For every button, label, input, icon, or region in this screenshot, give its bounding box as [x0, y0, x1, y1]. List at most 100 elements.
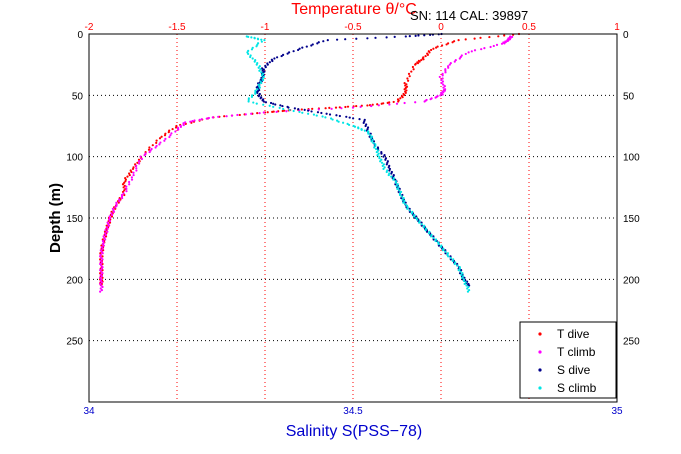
data-point: [330, 117, 333, 120]
temperature-tick-label: -1: [261, 22, 270, 33]
data-point: [382, 155, 385, 158]
data-point: [275, 110, 278, 113]
data-point: [315, 114, 318, 117]
data-point: [99, 276, 102, 279]
data-point: [128, 173, 131, 177]
data-point: [441, 80, 445, 83]
data-point: [179, 124, 182, 128]
data-point: [99, 253, 102, 256]
data-point: [255, 86, 258, 89]
data-point: [138, 162, 141, 165]
data-point: [346, 122, 349, 125]
data-point: [454, 261, 457, 264]
data-point: [402, 196, 405, 200]
data-point: [359, 105, 362, 108]
data-point: [130, 170, 133, 174]
data-point: [99, 290, 102, 293]
data-point: [464, 52, 467, 56]
depth-tick-label-right: 250: [623, 337, 640, 348]
data-point: [342, 121, 345, 124]
data-point: [366, 104, 369, 107]
data-point: [258, 65, 261, 68]
data-point: [171, 127, 174, 131]
data-point: [466, 287, 469, 290]
depth-tick-label-left: 50: [72, 91, 84, 102]
data-point: [317, 108, 320, 111]
data-point: [408, 209, 411, 212]
data-point: [280, 54, 283, 58]
data-point: [297, 108, 300, 111]
depth-tick-label-right: 100: [623, 153, 640, 164]
data-point: [424, 54, 427, 58]
depth-tick-label-left: 250: [66, 337, 83, 348]
data-point: [131, 167, 135, 171]
data-point: [393, 35, 396, 39]
data-point: [383, 154, 386, 157]
data-point: [101, 285, 104, 289]
temperature-tick-label: 1: [614, 22, 620, 33]
data-point: [223, 115, 226, 118]
data-point: [405, 204, 409, 207]
data-point: [247, 97, 250, 100]
data-point: [279, 104, 282, 107]
depth-tick-label-left: 150: [66, 214, 83, 225]
data-point: [100, 270, 103, 273]
data-point: [182, 122, 185, 125]
data-point: [442, 83, 445, 86]
data-point: [100, 275, 104, 278]
data-point: [251, 57, 254, 60]
data-point: [259, 80, 262, 83]
data-point: [417, 34, 420, 37]
data-point: [430, 97, 433, 100]
depth-tick-label-right: 200: [623, 275, 640, 286]
data-point: [160, 135, 163, 138]
data-point: [404, 203, 407, 206]
data-point: [262, 103, 265, 106]
data-point: [155, 139, 158, 142]
data-point: [444, 250, 447, 253]
data-point: [122, 192, 125, 195]
data-point: [110, 215, 114, 218]
data-point: [159, 141, 162, 144]
data-point: [440, 244, 443, 247]
data-point: [369, 134, 372, 137]
data-point: [273, 57, 276, 60]
data-point: [261, 77, 264, 80]
data-point: [100, 284, 103, 287]
data-point: [122, 186, 125, 189]
data-point: [260, 71, 263, 74]
data-point: [423, 224, 426, 227]
data-point: [373, 146, 376, 149]
data-point: [376, 103, 379, 106]
data-point: [101, 258, 104, 261]
data-point: [418, 219, 421, 223]
data-point: [382, 163, 385, 166]
data-point: [358, 118, 361, 121]
data-point: [396, 183, 399, 186]
data-point: [440, 91, 443, 95]
data-point: [509, 35, 512, 38]
data-point: [399, 97, 402, 100]
data-point: [473, 37, 476, 40]
data-point: [307, 109, 310, 112]
data-point: [285, 110, 288, 113]
data-point: [467, 285, 470, 289]
data-point: [380, 152, 383, 155]
data-point: [322, 40, 325, 43]
series-s-climb: [245, 35, 471, 293]
temperature-axis-label: Temperature θ/°C: [291, 1, 417, 18]
data-point: [404, 84, 407, 87]
data-point: [174, 126, 178, 129]
data-point: [370, 140, 373, 143]
data-point: [394, 180, 397, 183]
data-point: [430, 233, 433, 236]
data-point: [439, 94, 442, 97]
legend-label: T dive: [557, 327, 590, 341]
data-point: [438, 75, 441, 79]
data-point: [256, 88, 259, 91]
data-point: [132, 173, 135, 177]
data-point: [470, 50, 473, 53]
data-point: [256, 37, 259, 40]
data-point: [230, 114, 234, 117]
